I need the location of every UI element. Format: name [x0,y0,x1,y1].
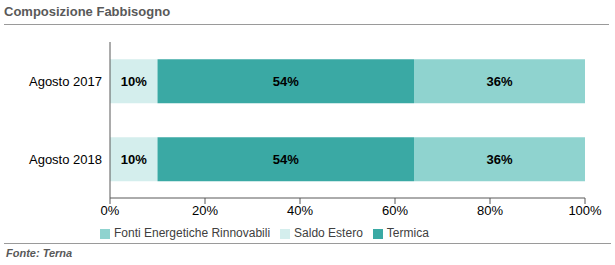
svg-text:0%: 0% [101,203,120,218]
svg-text:36%: 36% [486,152,512,167]
svg-text:Agosto 2017: Agosto 2017 [29,74,102,89]
svg-text:36%: 36% [486,74,512,89]
svg-text:40%: 40% [287,203,313,218]
html-text:Composizione Fabbisogno: Composizione Fabbisogno [4,4,171,19]
svg-text:20%: 20% [192,203,218,218]
svg-text:100%: 100% [568,203,602,218]
html-text:Termica: Termica [386,226,429,240]
svg-text:60%: 60% [382,203,408,218]
svg-text:54%: 54% [273,152,299,167]
svg-text:80%: 80% [477,203,503,218]
svg-text:Agosto 2018: Agosto 2018 [29,152,102,167]
html-text:Saldo Estero: Saldo Estero [294,226,363,240]
svg-text:54%: 54% [273,74,299,89]
svg-text:10%: 10% [121,74,147,89]
html-text:Fonte: Terna: Fonte: Terna [6,247,73,259]
html-text:Fonti Energetiche Rinnovabili: Fonti Energetiche Rinnovabili [114,226,271,240]
svg-text:10%: 10% [121,152,147,167]
